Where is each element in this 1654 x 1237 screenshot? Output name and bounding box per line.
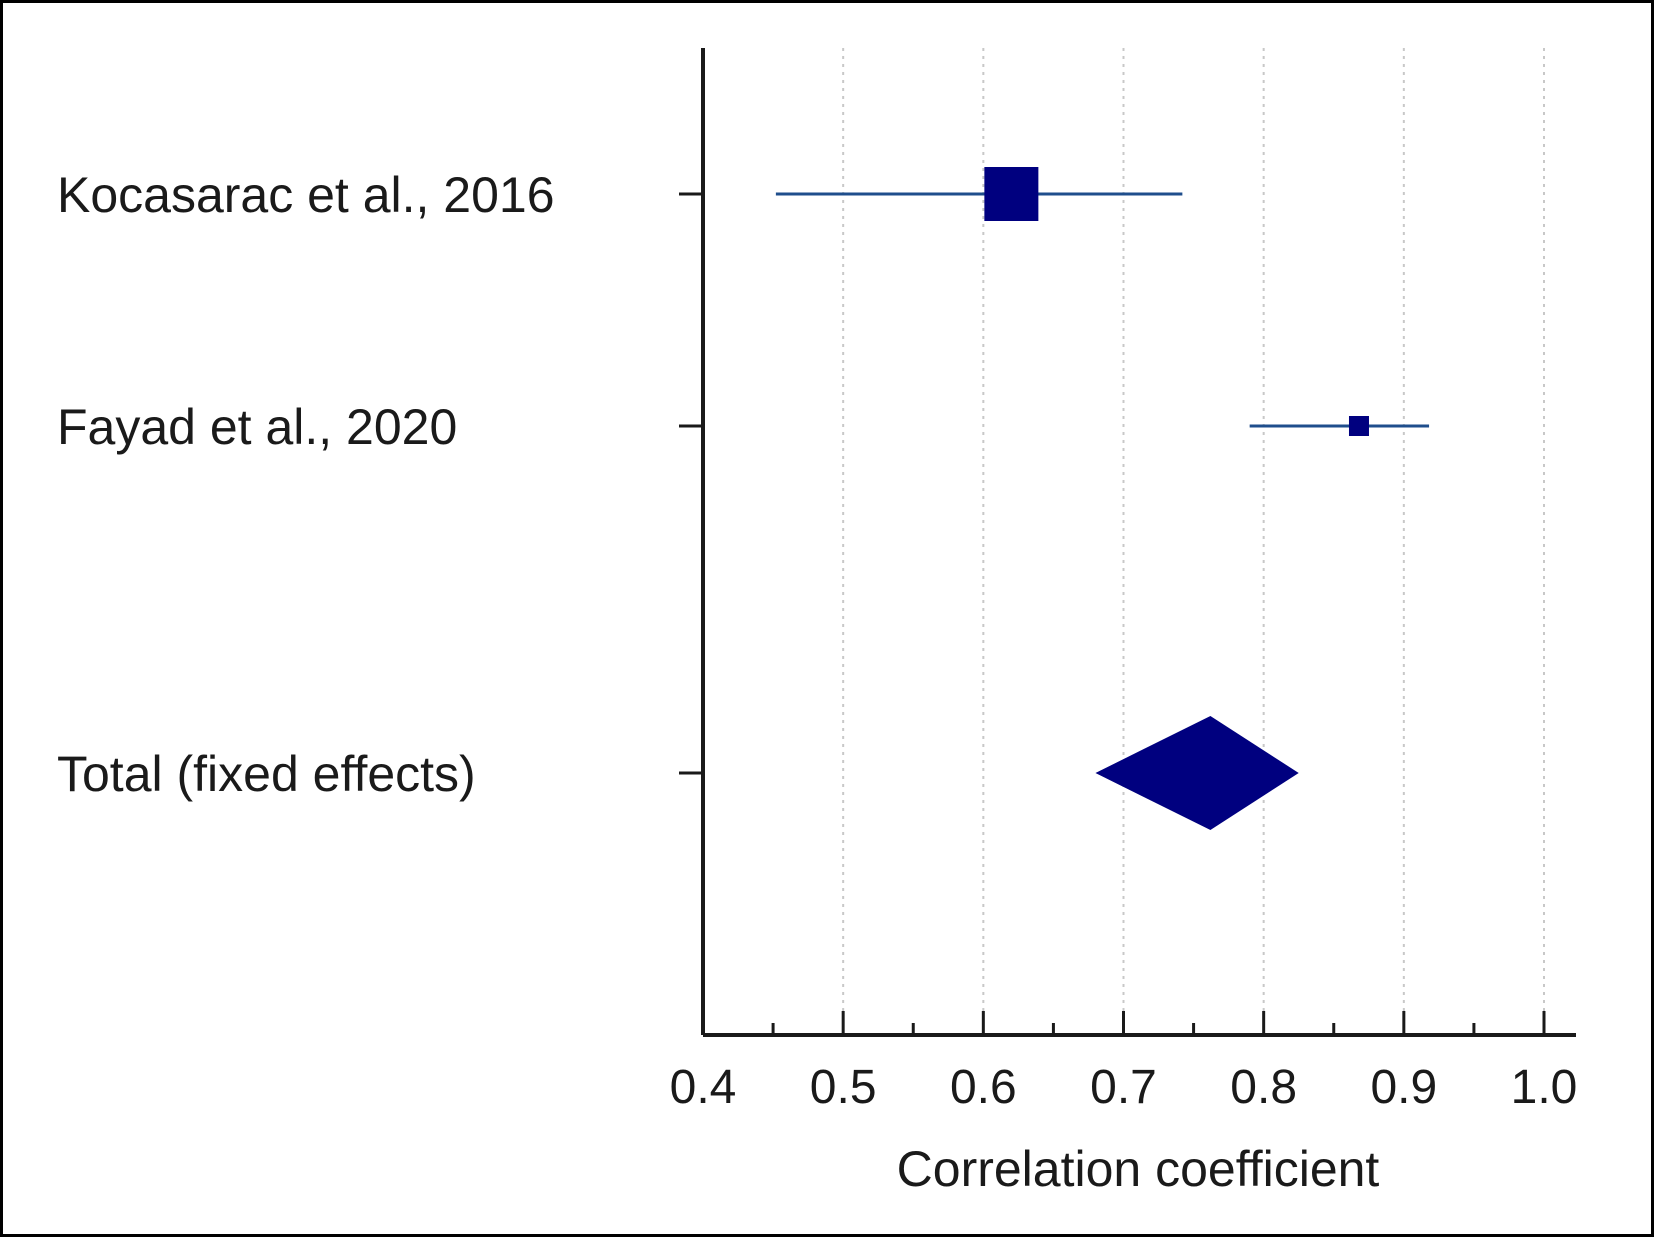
study-label: Kocasarac et al., 2016	[57, 167, 555, 223]
x-tick-label: 0.9	[1370, 1061, 1437, 1114]
study-rows: Kocasarac et al., 2016 Fayad et al., 2020…	[57, 167, 1430, 830]
x-tick-label: 0.6	[950, 1061, 1017, 1114]
summary-diamond	[1095, 716, 1299, 830]
x-axis-title: Correlation coefficient	[897, 1141, 1380, 1197]
x-tick-label: 1.0	[1511, 1061, 1578, 1114]
point-estimate-marker	[1348, 416, 1369, 436]
axes	[701, 48, 1576, 1037]
x-tick-label: 0.8	[1230, 1061, 1297, 1114]
study-label: Fayad et al., 2020	[57, 399, 457, 455]
x-ticks: 0.4 0.5 0.6 0.7 0.8 0.9 1.0	[670, 1011, 1578, 1114]
x-tick-label: 0.4	[670, 1061, 737, 1114]
summary-label: Total (fixed effects)	[57, 746, 476, 802]
x-tick-label: 0.5	[810, 1061, 877, 1114]
point-estimate-marker	[984, 167, 1039, 221]
x-tick-label: 0.7	[1090, 1061, 1157, 1114]
